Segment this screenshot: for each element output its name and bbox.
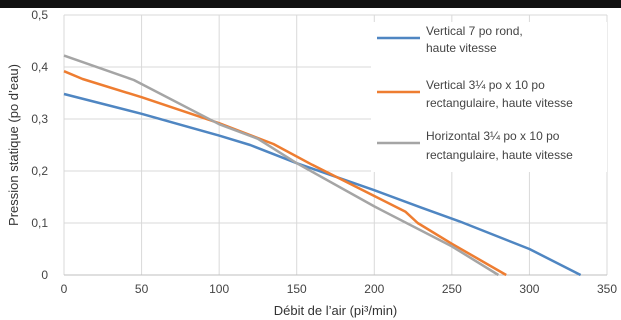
x-tick-label: 300	[519, 282, 539, 296]
legend-label-2: rectangulaire, haute vitesse	[426, 96, 573, 110]
top-bar	[0, 0, 621, 8]
x-tick-label: 250	[442, 282, 462, 296]
tick-labels: 0 50 100 150 200 250 300 350 0 0,1 0,2 0,3 0,4 0,5	[31, 8, 617, 296]
x-tick-label: 50	[135, 282, 149, 296]
series-line-2	[63, 70, 507, 277]
y-tick-label: 0,5	[31, 8, 48, 22]
legend-label-1: Vertical 7 po rond,	[426, 24, 523, 38]
x-tick-label: 350	[597, 282, 617, 296]
x-axis-title: Débit de l’air (pi³/min)	[274, 303, 398, 318]
legend: Vertical 7 po rond, haute vitesse Vertical…	[371, 22, 607, 172]
legend-background	[371, 22, 607, 172]
y-tick-label: 0,2	[31, 164, 48, 178]
legend-label-2: Vertical 3¼ po x 10 po	[426, 78, 545, 92]
x-tick-label: 100	[209, 282, 229, 296]
legend-label-3: rectangulaire, haute vitesse	[426, 148, 573, 162]
y-tick-label: 0	[41, 268, 48, 282]
y-tick-label: 0,1	[31, 216, 48, 230]
y-axis-title: Pression statique (po d’eau)	[6, 64, 21, 226]
y-tick-label: 0,4	[31, 60, 48, 74]
legend-label-3: Horizontal 3¼ po x 10 po	[426, 129, 560, 143]
series-line-3	[63, 54, 500, 277]
y-tick-label: 0,3	[31, 112, 48, 126]
x-tick-label: 150	[287, 282, 307, 296]
x-tick-label: 200	[364, 282, 384, 296]
x-tick-label: 0	[61, 282, 68, 296]
series-group	[63, 54, 582, 277]
legend-label-1: haute vitesse	[426, 41, 497, 55]
